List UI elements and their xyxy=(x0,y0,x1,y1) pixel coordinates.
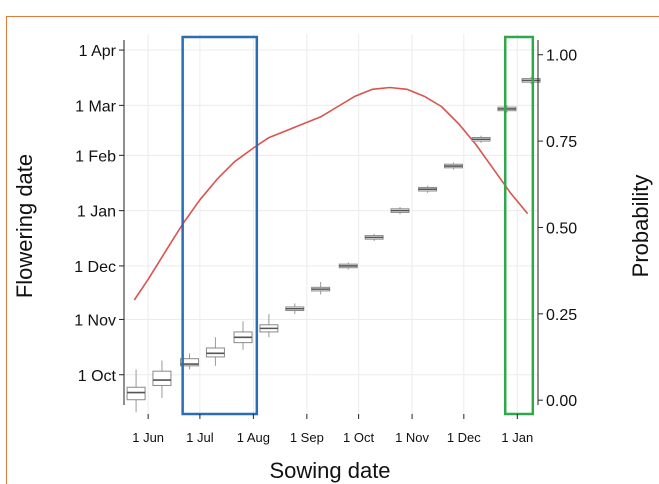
tick-labels: 1 Oct 1 Nov 1 Dec 1 Jan 1 Feb 1 Mar 1 Apr 0.00 0… xyxy=(74,43,577,445)
x-axis-title: Sowing date xyxy=(269,458,390,483)
highlight-boxes xyxy=(181,35,535,416)
boxplot xyxy=(152,360,172,398)
y-right-tick-label: 0.75 xyxy=(546,134,577,151)
boxplot xyxy=(285,303,305,315)
x-tick-label: 1 Jul xyxy=(186,430,214,445)
boxplot-box xyxy=(205,347,225,358)
x-tick-label: 1 Nov xyxy=(395,430,429,445)
y-left-tick-label: 1 Dec xyxy=(74,259,116,276)
x-tick-label: 1 Dec xyxy=(447,430,481,445)
x-tick-label: 1 Sep xyxy=(290,430,324,445)
highlight-box-2 xyxy=(503,35,535,416)
boxplot xyxy=(521,76,541,84)
boxplot xyxy=(418,185,438,193)
x-tick-label: 1 Aug xyxy=(237,430,270,445)
boxplot-box xyxy=(180,358,200,367)
y-axis-left-title: Flowering date xyxy=(12,154,37,298)
boxplot xyxy=(311,281,331,295)
boxplot-box xyxy=(126,386,146,401)
y-left-tick-label: 1 Oct xyxy=(78,368,117,385)
y-left-tick-label: 1 Nov xyxy=(74,312,116,329)
y-left-tick-label: 1 Apr xyxy=(79,43,117,60)
probability-line-layer xyxy=(133,86,529,301)
boxplot xyxy=(126,369,146,413)
figure-frame xyxy=(6,16,659,484)
boxplot xyxy=(205,337,225,366)
y-right-tick-label: 1.00 xyxy=(546,48,577,65)
x-tick-label: 1 Jan xyxy=(501,430,533,445)
boxplot xyxy=(259,314,279,338)
probability-line xyxy=(133,86,529,301)
y-left-tick-label: 1 Jan xyxy=(77,204,116,221)
y-right-tick-label: 0.50 xyxy=(546,220,577,237)
grid-lines xyxy=(124,34,538,414)
x-tick-label: 1 Oct xyxy=(343,430,374,445)
highlight-box-1 xyxy=(181,35,259,416)
boxplot xyxy=(233,321,253,350)
y-left-tick-label: 1 Mar xyxy=(75,98,117,115)
y-axis-right-title: Probability xyxy=(628,175,653,278)
x-tick-label: 1 Jun xyxy=(132,430,164,445)
boxplot xyxy=(364,233,384,241)
boxplot xyxy=(390,207,410,215)
boxplot xyxy=(443,162,463,170)
boxplot xyxy=(471,135,491,143)
boxplot xyxy=(338,262,358,270)
boxplot-layer xyxy=(126,76,541,413)
y-right-tick-label: 0.00 xyxy=(546,393,577,410)
boxplot-box xyxy=(152,370,172,386)
y-left-tick-label: 1 Feb xyxy=(75,148,116,165)
axes xyxy=(119,40,543,419)
y-right-tick-label: 0.25 xyxy=(546,307,577,324)
boxplot xyxy=(497,105,517,113)
